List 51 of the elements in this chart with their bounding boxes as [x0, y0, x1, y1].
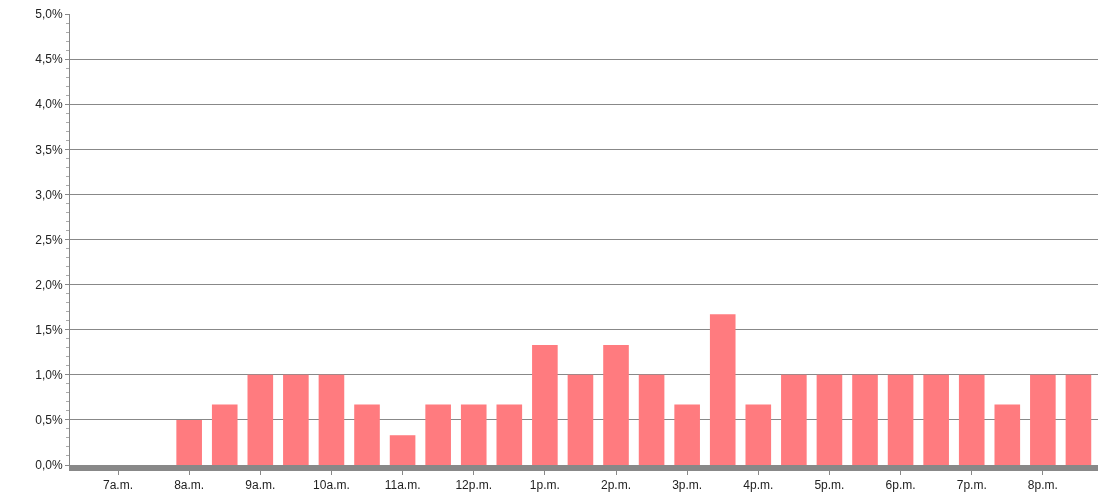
- bar: [389, 435, 416, 465]
- x-tick-label: 10a.m.: [313, 478, 350, 493]
- y-tick-label: 2,5%: [35, 232, 63, 247]
- bar: [958, 374, 985, 465]
- bar: [211, 404, 238, 465]
- x-tick-label: 3p.m.: [672, 478, 703, 493]
- y-tick-label: 1,5%: [35, 322, 63, 337]
- bar: [354, 404, 380, 465]
- x-tick-label: 7p.m.: [956, 478, 987, 493]
- y-tick-label: 4,0%: [35, 97, 63, 112]
- y-tick-label: 4,5%: [35, 52, 63, 67]
- x-tick-label: 8p.m.: [1027, 478, 1058, 493]
- y-tick-label: 2,0%: [35, 277, 63, 292]
- bar: [923, 374, 949, 465]
- bar: [496, 404, 523, 465]
- bar: [994, 404, 1021, 465]
- x-tick-label: 7a.m.: [103, 478, 134, 493]
- bar: [709, 314, 736, 465]
- bar: [674, 404, 700, 465]
- y-tick-label: 3,0%: [35, 187, 63, 202]
- x-tick-label: 8a.m.: [174, 478, 205, 493]
- x-tick-label: 9a.m.: [245, 478, 276, 493]
- y-tick-label: 0,0%: [35, 458, 63, 473]
- bar: [283, 374, 309, 465]
- bar: [532, 345, 558, 465]
- bar: [816, 374, 843, 465]
- bar: [1065, 374, 1092, 465]
- y-tick-label: 3,5%: [35, 142, 63, 157]
- bar: [425, 404, 451, 465]
- x-tick-label: 11a.m.: [384, 478, 421, 493]
- bar: [638, 374, 665, 465]
- x-tick-label: 12p.m.: [455, 478, 493, 493]
- bar: [781, 374, 807, 465]
- bar: [247, 374, 274, 465]
- bar: [567, 374, 594, 465]
- x-tick-label: 2p.m.: [601, 478, 632, 493]
- bar: [887, 374, 914, 465]
- bar: [852, 374, 878, 465]
- x-tick-label: 6p.m.: [885, 478, 916, 493]
- bar: [318, 374, 345, 465]
- x-tick-label: 1p.m.: [529, 478, 560, 493]
- y-tick-label: 5,0%: [35, 7, 63, 22]
- x-tick-label: 5p.m.: [814, 478, 845, 493]
- bar: [1030, 374, 1056, 465]
- y-tick-label: 0,5%: [35, 413, 63, 428]
- bar: [603, 345, 629, 465]
- x-tick-label: 4p.m.: [743, 478, 774, 493]
- bar: [460, 404, 487, 465]
- bar: [176, 419, 202, 465]
- bar: [745, 404, 772, 465]
- y-tick-label: 1,0%: [35, 368, 63, 382]
